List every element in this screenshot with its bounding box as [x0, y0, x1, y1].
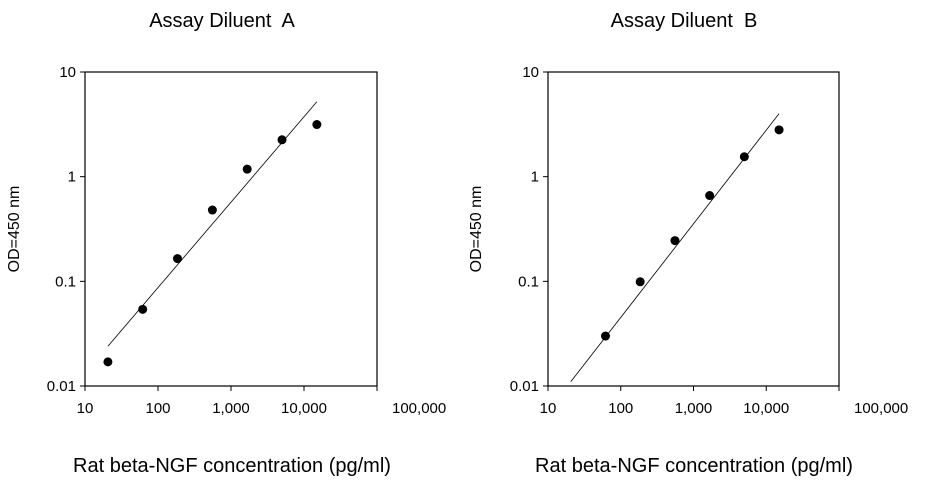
data-point	[103, 357, 113, 367]
data-points	[103, 120, 322, 367]
x-axis-label: Rat beta-NGF concentration (pg/ml)	[535, 455, 853, 477]
data-point	[242, 164, 252, 174]
data-point	[173, 254, 183, 264]
y-ticks: 0.01 0.1 1 10	[510, 64, 548, 395]
y-tick-label: 0.1	[55, 273, 76, 290]
y-axis-label: OD=450 nm	[468, 186, 485, 273]
y-tick-label: 1	[68, 169, 76, 186]
x-ticks: 10 100 1,000 10,000 100,000	[540, 386, 908, 417]
chart-title: Assay Diluent B	[611, 10, 758, 32]
data-point	[207, 205, 217, 215]
x-tick-label: 100,000	[392, 400, 446, 417]
data-point	[670, 236, 680, 246]
chart-title: Assay Diluent A	[149, 10, 295, 32]
chart-panel-a: Assay Diluent A 0.01 0.1 1 10 10 100 1,000 10,…	[6, 10, 446, 477]
x-tick-label: 100	[608, 400, 633, 417]
x-tick-label: 100	[145, 400, 170, 417]
x-tick-label: 1,000	[675, 400, 713, 417]
x-tick-label: 10,000	[743, 400, 789, 417]
y-tick-label: 0.1	[518, 273, 539, 290]
data-point	[138, 304, 148, 314]
data-point	[635, 277, 645, 287]
data-point	[705, 191, 715, 201]
x-tick-label: 10	[540, 400, 557, 417]
y-axis-label: OD=450 nm	[6, 186, 23, 273]
x-tick-label: 100,000	[854, 400, 908, 417]
y-tick-label: 0.01	[510, 378, 539, 395]
data-point	[774, 125, 784, 135]
x-tick-label: 10	[77, 400, 94, 417]
y-tick-label: 1	[531, 169, 539, 186]
data-points	[600, 125, 784, 341]
data-point	[312, 120, 322, 130]
x-axis-label: Rat beta-NGF concentration (pg/ml)	[73, 455, 391, 477]
y-tick-label: 0.01	[47, 378, 76, 395]
x-tick-label: 10,000	[281, 400, 327, 417]
data-point	[277, 135, 287, 145]
y-tick-label: 10	[59, 64, 76, 81]
data-point	[600, 331, 610, 341]
x-tick-label: 1,000	[212, 400, 250, 417]
y-tick-label: 10	[522, 64, 539, 81]
chart-panel-b: Assay Diluent B 0.01 0.1 1 10 10 100 1,000 10,…	[468, 10, 908, 477]
x-ticks: 10 100 1,000 10,000 100,000	[77, 386, 446, 417]
y-ticks: 0.01 0.1 1 10	[47, 64, 85, 395]
data-point	[739, 152, 749, 162]
